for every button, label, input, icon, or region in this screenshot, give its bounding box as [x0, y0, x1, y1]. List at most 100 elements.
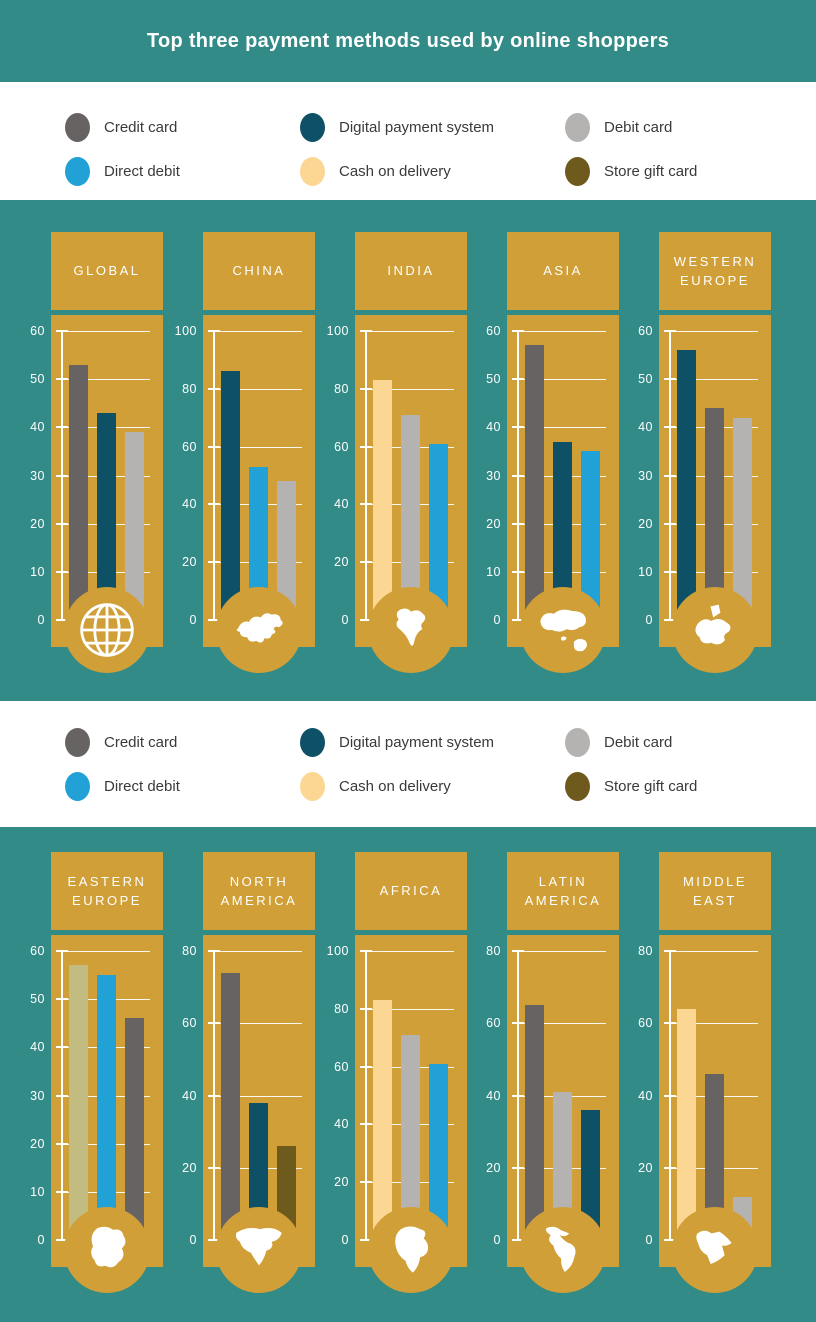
- legend-item-digital_payment_system: Digital payment system: [300, 108, 565, 146]
- bar-cash_on_delivery: [373, 1000, 392, 1240]
- axis-tick-label: 30: [638, 468, 653, 483]
- axis-tick: [360, 1181, 372, 1184]
- axis-tick: [664, 619, 676, 621]
- axis-tick: [208, 619, 220, 621]
- axis-tick-label: 60: [30, 944, 45, 958]
- legend-swatch-store_gift_card: [565, 156, 590, 186]
- axis-tick-label: 100: [174, 324, 197, 338]
- axis-tick-label: 60: [486, 324, 501, 338]
- region-icon-circle: [216, 1207, 302, 1293]
- region-icon-circle: [520, 587, 606, 673]
- china-icon: [230, 601, 288, 659]
- india-icon: [383, 602, 439, 658]
- axis-tick: [360, 619, 372, 621]
- legend-label: Debit card: [604, 733, 673, 751]
- axis-tick: [56, 1239, 68, 1241]
- axis-tick: [208, 1094, 220, 1097]
- region-header-latin-america: LATIN AMERICA: [507, 852, 619, 930]
- bar-debit_card: [553, 1091, 572, 1240]
- chart-area-eastern-europe: 0 10 20 30 40 50 60: [30, 935, 163, 1293]
- axis-tick: [56, 426, 68, 429]
- axis-tick-label: 60: [334, 1059, 349, 1074]
- axis-tick: [56, 1190, 68, 1193]
- axis-tick: [208, 503, 220, 506]
- axis-tick: [512, 378, 524, 381]
- legend-label: Debit card: [604, 118, 673, 136]
- region-header-asia: ASIA: [507, 232, 619, 310]
- axis-tick: [56, 1142, 68, 1145]
- gridline: [214, 1023, 302, 1025]
- legend-label: Direct debit: [104, 777, 180, 795]
- axis-tick: [512, 330, 524, 332]
- gridline: [518, 427, 606, 429]
- legend-item-store_gift_card: Store gift card: [565, 767, 816, 805]
- axis-tick: [512, 950, 524, 952]
- region-icon-circle: [520, 1207, 606, 1293]
- axis-tick-label: 20: [638, 516, 653, 531]
- bar-debit_card: [401, 1034, 420, 1240]
- axis-tick-label: 20: [30, 1136, 45, 1151]
- legend-item-debit_card: Debit card: [565, 108, 816, 146]
- axis-tick: [664, 330, 676, 332]
- bar-unlabeled_khaki: [69, 965, 88, 1240]
- axis-tick-label: 50: [30, 992, 45, 1007]
- region-label: LATIN AMERICA: [524, 873, 602, 909]
- axis-tick-label: 30: [30, 1088, 45, 1103]
- axis-tick-label: 10: [486, 564, 501, 579]
- legend-item-credit_card: Credit card: [65, 108, 300, 146]
- gridline: [214, 951, 302, 952]
- legend-grid: Credit card Digital payment system Debit c…: [65, 723, 816, 805]
- legend-label: Direct debit: [104, 162, 180, 180]
- bar-debit_card: [125, 432, 144, 620]
- gridline: [366, 1008, 454, 1010]
- axis-tick: [664, 378, 676, 381]
- axis-tick: [664, 426, 676, 429]
- region-icon-circle: [672, 587, 758, 673]
- region-label: NORTH AMERICA: [220, 873, 298, 909]
- axis-tick-label: 60: [638, 324, 653, 338]
- axis-tick: [360, 1065, 372, 1068]
- gridline: [214, 446, 302, 448]
- chart-area-western-europe: 0 10 20 30 40 50 60: [638, 315, 771, 673]
- asia-icon: [534, 601, 592, 659]
- axis-tick: [360, 1007, 372, 1010]
- legend-swatch-cash_on_delivery: [300, 156, 325, 186]
- africa-icon: [382, 1221, 440, 1279]
- axis-tick-label: 80: [334, 1001, 349, 1016]
- axis-tick-label: 0: [645, 1233, 653, 1247]
- axis-tick: [208, 561, 220, 564]
- region-header-middle-east: MIDDLE EAST: [659, 852, 771, 930]
- axis-tick-label: 20: [182, 1160, 197, 1175]
- chart-panel-china: CHINA 0 20 40 60 80 100: [175, 232, 315, 701]
- axis-tick-label: 40: [486, 420, 501, 435]
- legend-label: Digital payment system: [339, 118, 495, 136]
- axis-tick-label: 50: [486, 372, 501, 387]
- legend-label: Credit card: [104, 118, 178, 136]
- chart-panel-western-europe: WESTERN EUROPE 0 10 20 30 40 50 60: [638, 232, 771, 701]
- axis-tick-label: 80: [334, 381, 349, 396]
- legend-swatch-digital_payment_system: [300, 112, 325, 142]
- legend-swatch-credit_card: [65, 112, 90, 142]
- axis-tick-label: 0: [189, 613, 197, 627]
- axis-tick-label: 20: [486, 516, 501, 531]
- bar-direct_debit: [249, 466, 268, 620]
- axis-tick: [512, 1094, 524, 1097]
- axis-tick: [208, 1239, 220, 1241]
- region-header-india: INDIA: [355, 232, 467, 310]
- axis-tick-label: 0: [189, 1233, 197, 1247]
- region-icon-circle: [64, 1207, 150, 1293]
- axis-tick-label: 80: [182, 381, 197, 396]
- chart-panel-eastern-europe: EASTERN EUROPE 0 10 20 30 40 50 60: [30, 852, 163, 1322]
- axis-tick-label: 50: [638, 372, 653, 387]
- gridline: [214, 388, 302, 390]
- axis-tick: [512, 1022, 524, 1025]
- axis-tick: [360, 503, 372, 506]
- latin-america-icon: [535, 1222, 591, 1278]
- axis-tick: [664, 474, 676, 477]
- chart-panel-africa: AFRICA 0 20 40 60 80 100: [327, 852, 467, 1322]
- legend-swatch-store_gift_card: [565, 771, 590, 801]
- region-icon-circle: [216, 587, 302, 673]
- legend-item-direct_debit: Direct debit: [65, 767, 300, 805]
- axis-tick: [56, 998, 68, 1001]
- legend-swatch-credit_card: [65, 727, 90, 757]
